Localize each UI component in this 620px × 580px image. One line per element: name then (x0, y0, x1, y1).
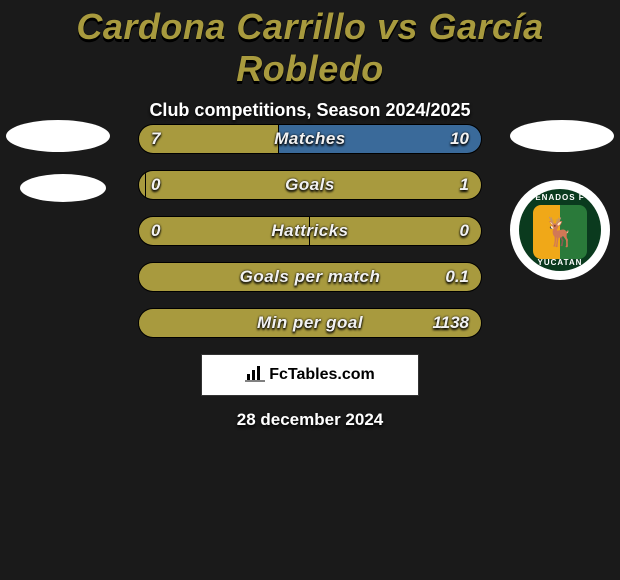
stat-value-left: 0 (151, 217, 160, 245)
page-subtitle: Club competitions, Season 2024/2025 (0, 100, 620, 121)
badge-inner: ENADOS F 🦌 YUCATAN (519, 189, 601, 271)
right-club-block: ENADOS F 🦌 YUCATAN (510, 120, 614, 280)
stat-label: Matches (139, 125, 481, 153)
brand-box[interactable]: FcTables.com (201, 354, 419, 396)
page-title: Cardona Carrillo vs García Robledo (0, 0, 620, 90)
left-club-block (6, 120, 110, 202)
stat-label: Goals (139, 171, 481, 199)
brand-label: FcTables.com (269, 366, 375, 384)
stat-value-left: 0 (151, 171, 160, 199)
right-club-badge: ENADOS F 🦌 YUCATAN (510, 180, 610, 280)
bar-chart-icon (245, 364, 265, 387)
stat-row: Goals0 1 (138, 170, 482, 200)
stat-value-right: 0.1 (445, 263, 469, 291)
stat-label: Goals per match (139, 263, 481, 291)
stat-value-right: 10 (450, 125, 469, 153)
stat-value-right: 0 (460, 217, 469, 245)
right-club-logo-placeholder-1 (510, 120, 614, 152)
stat-row: Matches7 10 (138, 124, 482, 154)
badge-bottom-text: YUCATAN (519, 258, 601, 267)
stat-value-left: 7 (151, 125, 160, 153)
stats-panel: Matches710Goals01Hattricks00Goals per ma… (138, 124, 482, 354)
stat-label: Hattricks (139, 217, 481, 245)
badge-top-text: ENADOS F (519, 193, 601, 202)
left-club-logo-placeholder-1 (6, 120, 110, 152)
badge-shield: 🦌 (533, 205, 587, 259)
stat-value-right: 1 (460, 171, 469, 199)
stat-row: Hattricks0 0 (138, 216, 482, 246)
date-stamp: 28 december 2024 (0, 410, 620, 430)
stat-value-right: 1138 (432, 309, 469, 337)
deer-icon: 🦌 (543, 216, 578, 249)
stat-row: Min per goal1138 (138, 308, 482, 338)
stat-row: Goals per match0.1 (138, 262, 482, 292)
stat-label: Min per goal (139, 309, 481, 337)
left-club-logo-placeholder-2 (20, 174, 106, 202)
